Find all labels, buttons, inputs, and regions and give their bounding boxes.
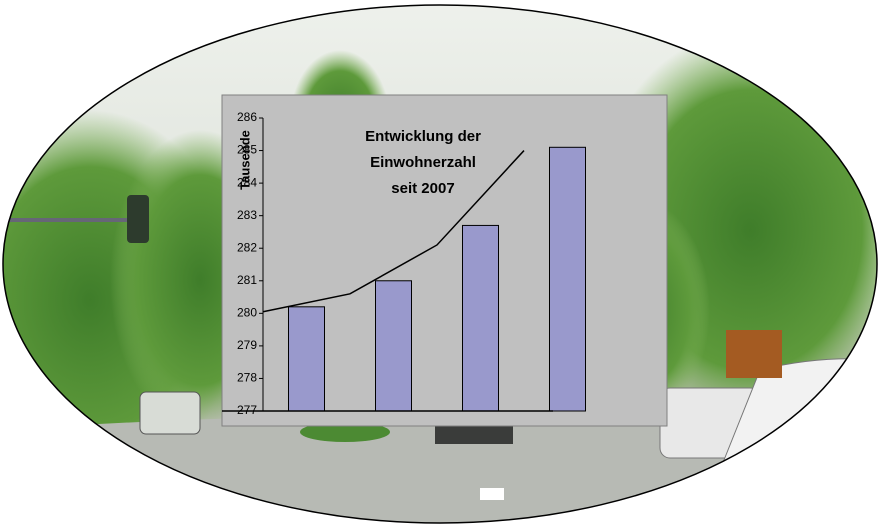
y-tick-label: 285 <box>237 143 257 157</box>
chart-title: Einwohnerzahl <box>370 154 476 171</box>
bar <box>549 146 586 412</box>
chart-title: seit 2007 <box>391 180 454 197</box>
bar <box>462 224 499 412</box>
y-axis-label: Tausende <box>237 130 252 190</box>
y-tick-label: 279 <box>237 338 257 352</box>
bar <box>288 306 325 412</box>
oval-frame <box>2 4 878 524</box>
chart-title: Entwicklung der <box>365 128 481 145</box>
y-tick-label: 283 <box>237 208 257 222</box>
y-tick-label: 282 <box>237 240 257 254</box>
y-tick-label: 284 <box>237 175 257 189</box>
y-tick-label: 281 <box>237 273 257 287</box>
bar <box>375 280 412 412</box>
y-tick-label: 280 <box>237 306 257 320</box>
y-tick-label: 277 <box>237 403 257 417</box>
y-tick-label: 286 <box>237 110 257 124</box>
trend-line <box>262 150 525 313</box>
y-tick-label: 278 <box>237 371 257 385</box>
